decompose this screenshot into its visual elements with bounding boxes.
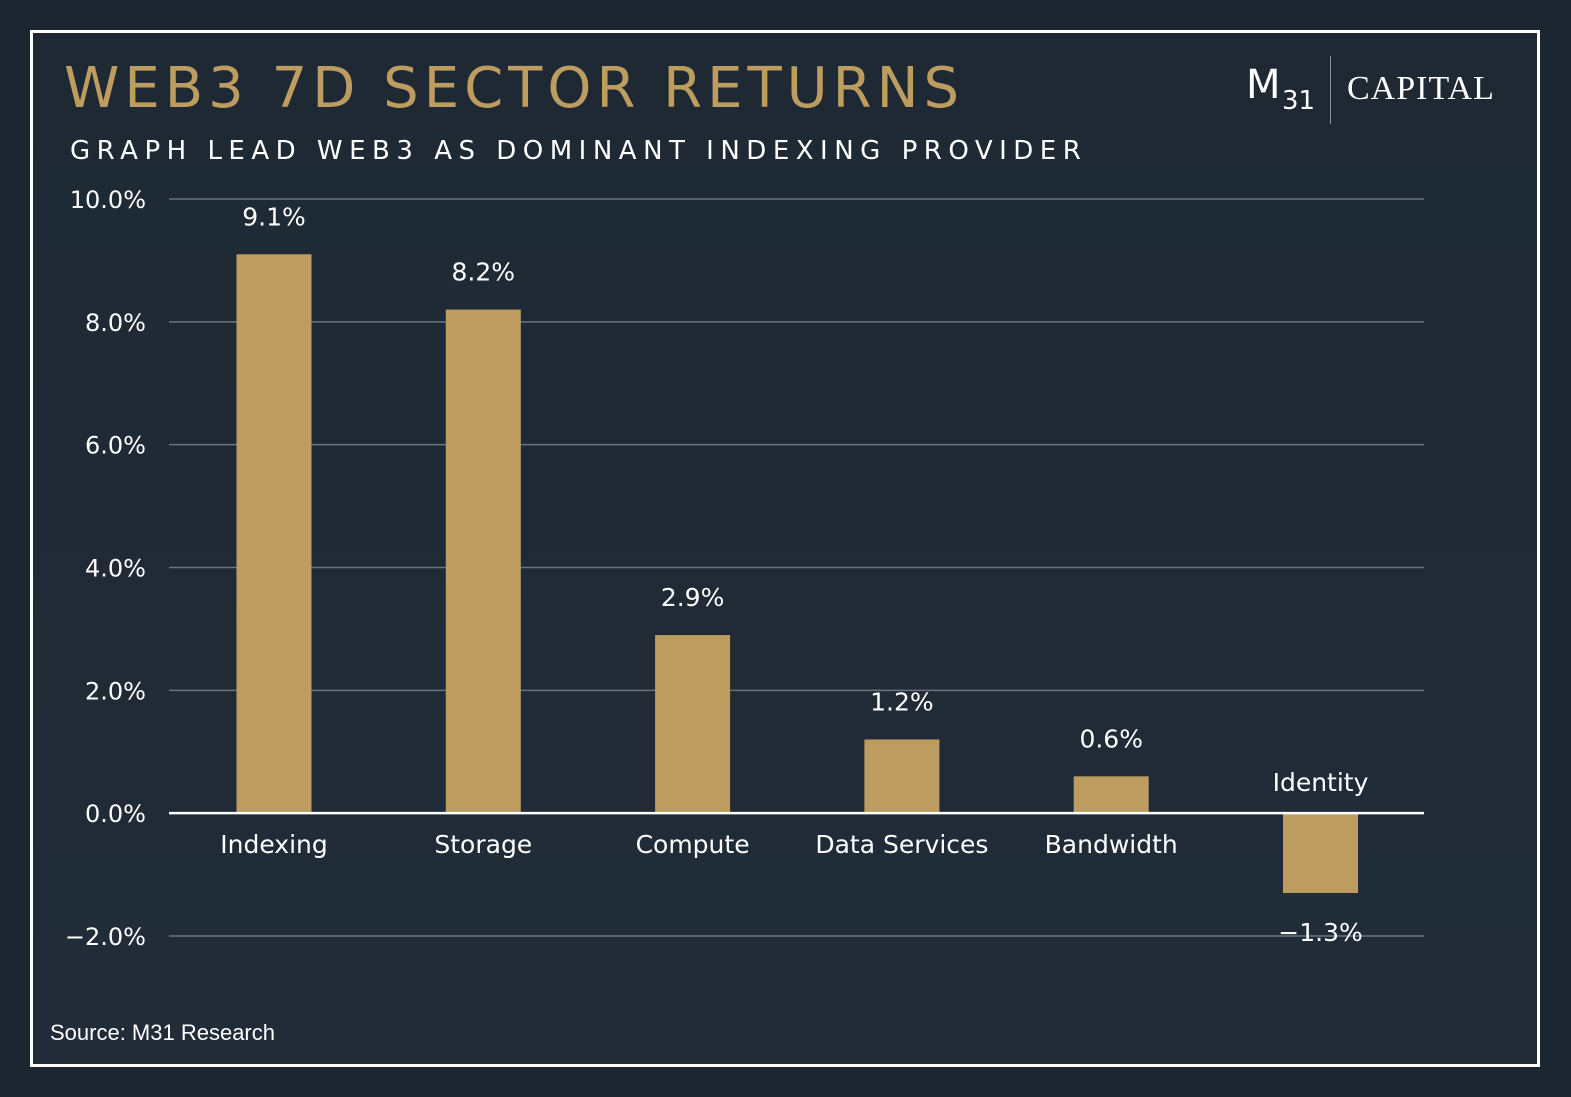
logo-divider [1330,56,1331,124]
logo-m: M [1246,62,1281,108]
logo-subscript: 31 [1282,86,1316,116]
bars [236,254,1358,894]
y-tick-label: 10.0% [70,186,146,214]
gridlines [169,198,1424,937]
bar-identity [1283,813,1358,894]
y-tick-label: 0.0% [85,800,146,828]
category-label: Data Services [815,830,988,859]
category-label: Identity [1273,768,1369,797]
y-tick-label: 2.0% [85,677,146,705]
y-tick-label: −2.0% [65,923,146,951]
bar-indexing [236,254,312,814]
y-tick-label: 8.0% [85,309,146,337]
data-label: −1.3% [1278,918,1362,947]
data-label: 2.9% [661,583,725,612]
source-note: Source: M31 Research [50,1020,275,1045]
y-tick-label: 4.0% [85,555,146,583]
bar-storage [445,309,521,814]
data-label: 8.2% [452,258,516,287]
bar-bandwidth [1073,776,1149,814]
y-tick-label: 6.0% [85,432,146,460]
category-label: Compute [636,830,750,859]
category-label: Bandwidth [1045,830,1178,859]
category-label: Storage [434,830,532,859]
data-label: 0.6% [1079,724,1143,753]
chart-title: WEB3 7D SECTOR RETURNS [64,56,965,121]
category-label: Indexing [220,830,327,859]
labels: 10.0% 8.0% 6.0% 4.0% 2.0% 0.0% −2.0% 9.1% Indexi… [65,186,1369,951]
m31-capital-logo: M 31 CAPITAL [1246,56,1506,124]
data-label: 1.2% [870,687,934,716]
logo-capital: CAPITAL [1347,70,1495,107]
bar-compute [655,635,731,814]
chart-subtitle: GRAPH LEAD WEB3 AS DOMINANT INDEXING PRO… [70,136,1088,166]
bar-data-services [864,739,940,814]
data-label: 9.1% [242,202,306,231]
